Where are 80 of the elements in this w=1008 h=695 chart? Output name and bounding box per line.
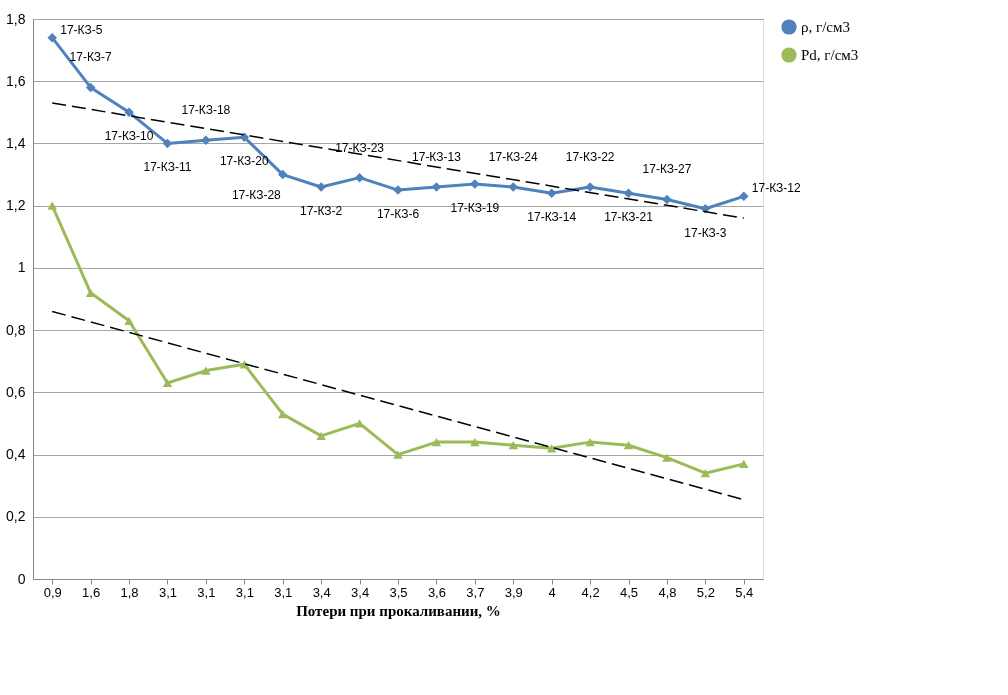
y-tick-label: 1,2 <box>6 197 26 214</box>
annotation: 17-КЗ-20 <box>219 154 270 169</box>
x-tick-label: 4,5 <box>619 584 639 600</box>
annotation: 17-КЗ-22 <box>565 150 615 164</box>
x-tick-label: 3,5 <box>389 584 408 600</box>
annotation: 17-КЗ-6 <box>376 207 420 222</box>
point <box>277 410 288 419</box>
x-tick-label: 1,8 <box>120 584 139 600</box>
x-tick-label: 3,4 <box>312 584 331 600</box>
y-tick-label: 0,6 <box>6 383 26 400</box>
annotation: 17-КЗ-3 <box>684 225 727 240</box>
y-tick-label: 0 <box>17 570 26 587</box>
annotation: 17-КЗ-12 <box>751 181 801 196</box>
annotation: 17-КЗ-24 <box>488 150 538 164</box>
x-tick-label: 3,1 <box>274 584 293 600</box>
point <box>201 135 211 146</box>
annotation: 17-КЗ-10 <box>104 129 154 144</box>
annotation: 17-КЗ-27 <box>642 162 692 177</box>
point <box>700 469 711 478</box>
y-tick-label: 0,4 <box>6 446 26 463</box>
annotation: 17-КЗ-7 <box>69 50 113 65</box>
x-tick-label: 3,1 <box>235 584 254 600</box>
point <box>508 182 519 192</box>
x-tick-label: 3,6 <box>427 584 446 600</box>
x-tick-label: 3,7 <box>466 584 485 600</box>
x-tick-label: 4 <box>548 584 556 600</box>
y-tick-label: 0,2 <box>6 508 26 525</box>
point <box>124 107 134 118</box>
point <box>431 438 442 447</box>
point <box>546 444 557 453</box>
point <box>393 450 403 459</box>
x-axis-title: Потери при прокаливании, % <box>296 602 501 619</box>
x-tick-label: 5,2 <box>696 584 715 600</box>
annotation: 17-КЗ-21 <box>604 210 654 225</box>
point <box>85 82 96 93</box>
point <box>162 138 173 149</box>
annotation: 17-КЗ-23 <box>335 140 385 155</box>
x-tick-label: 1,6 <box>82 584 101 600</box>
point <box>201 366 211 375</box>
x-tick-label: 0,9 <box>43 584 62 600</box>
legend-label: Pd, г/см3 <box>801 47 859 63</box>
y-tick-label: 1 <box>17 259 26 276</box>
point <box>739 459 749 468</box>
y-tick-label: 1,6 <box>6 72 26 89</box>
annotation: 17-КЗ-5 <box>60 22 103 37</box>
point <box>662 453 672 462</box>
x-tick-label: 3,4 <box>351 584 370 600</box>
legend-label: ρ, г/см3 <box>801 19 850 35</box>
x-tick-label: 4,2 <box>581 584 600 600</box>
point <box>124 316 134 325</box>
point <box>508 441 519 450</box>
annotation: 17-КЗ-2 <box>300 204 343 218</box>
annotation: 17-КЗ-13 <box>412 150 462 164</box>
annotation: 17-КЗ-18 <box>181 103 231 118</box>
x-tick-label: 3,9 <box>504 584 523 600</box>
point <box>623 441 634 450</box>
point <box>623 188 634 198</box>
x-tick-label: 3,1 <box>197 584 216 600</box>
annotation: 17-КЗ-19 <box>450 200 500 215</box>
point <box>47 32 57 43</box>
x-tick-label: 5,4 <box>735 584 754 600</box>
point <box>316 431 326 440</box>
y-tick-label: 0,8 <box>6 321 26 338</box>
point <box>470 179 480 189</box>
point <box>470 438 480 447</box>
point <box>739 191 749 202</box>
point <box>47 201 57 210</box>
y-tick-label: 1,4 <box>6 134 26 151</box>
point <box>162 378 173 388</box>
point <box>585 438 595 447</box>
point <box>546 188 557 198</box>
point <box>662 194 672 205</box>
annotation: 17-КЗ-11 <box>143 160 192 175</box>
point <box>277 169 288 180</box>
point <box>354 172 365 183</box>
x-tick-label: 4,8 <box>658 584 677 600</box>
annotation: 17-КЗ-14 <box>527 210 577 225</box>
annotation: 17-КЗ-28 <box>231 187 282 202</box>
y-tick-label: 1,8 <box>6 10 26 27</box>
x-tick-label: 3,1 <box>158 584 178 600</box>
